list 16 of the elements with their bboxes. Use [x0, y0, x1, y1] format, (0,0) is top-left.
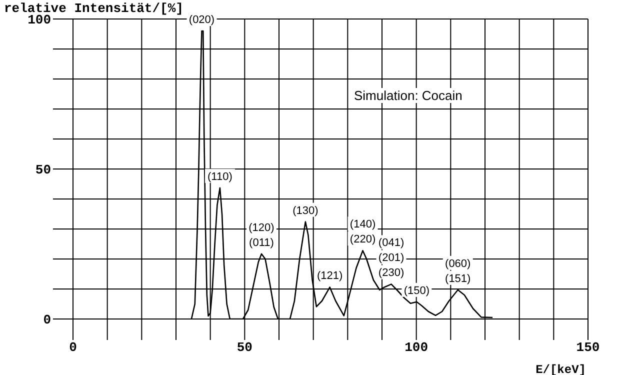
x-tick-label: 150 [576, 340, 600, 356]
annotation: (150) [404, 284, 430, 297]
annotation: (110) [208, 170, 232, 183]
x-tick-label: 0 [69, 340, 78, 356]
y-tick-label: 50 [35, 162, 52, 178]
annotation: (130) [292, 204, 318, 217]
annotation: (060) (151) [445, 258, 471, 285]
y-tick-label: 0 [43, 312, 52, 328]
x-tick-label: 100 [404, 340, 428, 356]
annotation: (041) (201) (230) [378, 237, 404, 280]
annotation: (140) (220) [350, 218, 376, 246]
annotation: (120) (011) [248, 222, 274, 249]
x-tick-label: 50 [236, 340, 253, 356]
annotation: Simulation: Cocain [352, 88, 464, 103]
annotation: (020) [188, 14, 215, 26]
annotation: (121) [316, 270, 343, 282]
